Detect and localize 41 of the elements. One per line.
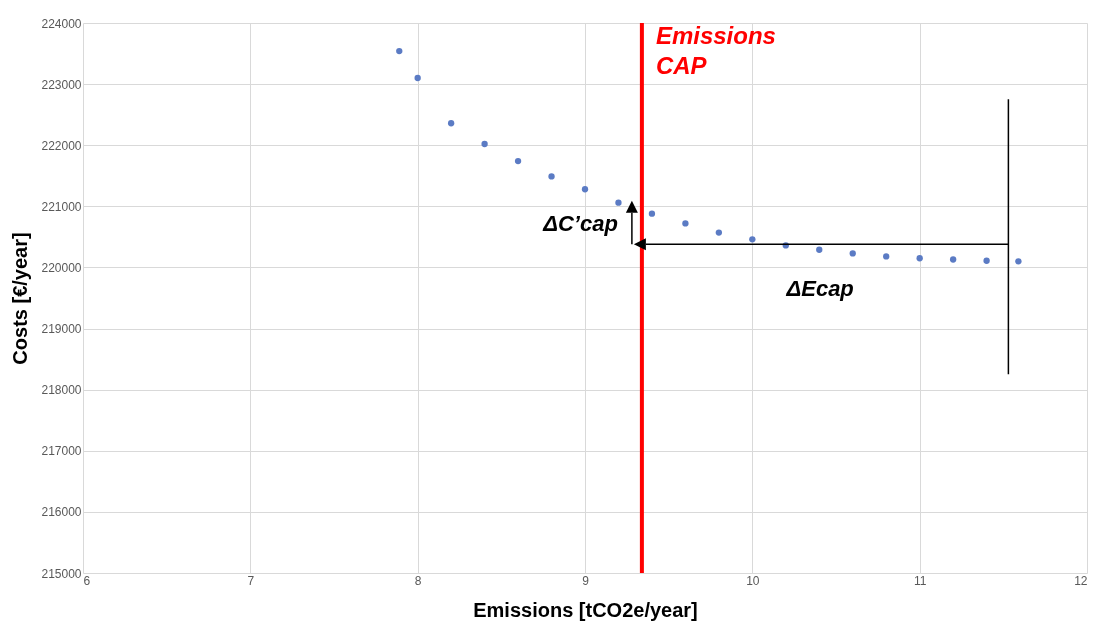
point — [615, 199, 622, 206]
y-tick-label: 219000 — [41, 322, 82, 337]
y-tick-label: 221000 — [41, 199, 82, 214]
point — [414, 74, 421, 82]
x-tick-label: 12 — [1074, 573, 1088, 588]
point — [481, 140, 488, 148]
y-axis-title: Costs [€/year] — [9, 232, 32, 365]
y-tick-label: 224000 — [41, 16, 82, 31]
x-axis-title: Emissions [tCO2e/year] — [473, 598, 698, 621]
annotation: ΔEcap — [785, 276, 854, 302]
point — [816, 246, 823, 253]
y-tick-label: 220000 — [41, 260, 82, 275]
point — [1015, 258, 1022, 265]
point — [983, 257, 990, 264]
x-tick-label: 7 — [247, 573, 255, 588]
x-tick-label: 6 — [83, 573, 91, 588]
point — [514, 157, 522, 165]
point — [916, 255, 923, 262]
point — [949, 256, 957, 263]
point — [548, 173, 555, 180]
y-tick-label: 218000 — [41, 383, 82, 398]
point — [883, 253, 890, 260]
y-tick-label: 222000 — [41, 138, 82, 153]
point — [447, 120, 455, 127]
y-tick-label: 223000 — [41, 77, 82, 92]
point — [849, 250, 856, 257]
y-tick-label: 215000 — [41, 566, 82, 581]
point — [581, 186, 589, 193]
y-tick-label: 217000 — [41, 444, 82, 459]
y-tick-label: 216000 — [41, 505, 82, 520]
point — [749, 236, 756, 243]
x-tick-label: 11 — [913, 573, 927, 588]
annotation: ΔC’cap — [542, 210, 618, 236]
x-tick-label: 8 — [414, 573, 422, 588]
point — [682, 220, 689, 227]
point — [715, 229, 723, 236]
x-tick-label: 10 — [746, 573, 760, 588]
ref-line-label: Emissions CAP — [655, 22, 776, 79]
point — [648, 210, 656, 217]
point — [396, 47, 403, 55]
x-tick-label: 9 — [582, 573, 590, 588]
